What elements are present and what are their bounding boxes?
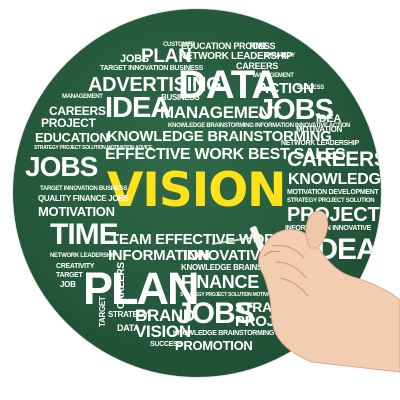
word-management-small: MANAGEMENT: [62, 94, 103, 100]
word-knowledge-right: KNOWLEDGE: [288, 171, 381, 188]
word-information-right: INFORMATION INNOVATIVE: [285, 225, 371, 232]
word-idea-big: IDEA: [105, 92, 171, 124]
word-careers-right: CAREERS: [287, 148, 381, 171]
word-time-big: TIME: [50, 218, 119, 251]
word-jobs-left: JOBS: [25, 151, 98, 182]
word-action: ACTION: [258, 80, 314, 97]
word-success-small: SUCCESS: [150, 341, 182, 348]
word-project-right: PROJECT: [287, 204, 380, 226]
word-jobs-lower: JOBS: [176, 297, 255, 330]
word-careers-left: CAREERS: [49, 104, 106, 118]
word-time-top: TIME: [248, 41, 269, 51]
word-innovative: INNOVATIVE: [183, 247, 270, 264]
word-advertising: ADVERTISING: [88, 74, 222, 96]
word-strategy-right: STRATEGY PROJECT SOLUTION: [287, 198, 375, 204]
word-project-left: PROJECT: [41, 116, 96, 130]
word-customer: CUSTOMER: [163, 42, 195, 48]
word-knowledge-brainst: KNOWLEDGE BRAINST: [181, 263, 267, 272]
word-jobs-big: JOBS: [258, 94, 334, 126]
word-idea-lower: IDEA: [309, 233, 378, 266]
word-knowledge-line: KNOWLEDGE BRAINSTORMING INFORMATION INNO…: [168, 123, 351, 129]
word-success-tag: SUCCESS: [297, 85, 324, 91]
word-data-small: DATA: [117, 323, 140, 333]
word-business: BUSINESS: [161, 93, 200, 102]
word-careers-top: CAREERS: [236, 61, 278, 71]
word-knowledge-brainstorming: KNOWLEDGE BRAINSTORMING: [107, 128, 332, 145]
word-finance: FINANCE: [181, 272, 259, 292]
word-quality-finance: QUALITY FINANCE JOBS: [38, 194, 129, 203]
green-circle-board: CUSTOMER EDUCATION PROCESS TIME JOBS PLA…: [13, 9, 381, 377]
word-network-leadership-top: NETWORK LEADERSHIP: [179, 51, 293, 62]
word-jobs-small: JOBS: [120, 53, 149, 65]
word-data: DATA: [178, 63, 280, 107]
word-team-line: TEAM EFFECTIVE WORK: [110, 231, 286, 248]
word-target-small: TARGET: [56, 272, 83, 279]
word-management-tag: MANAGEMENT: [253, 73, 294, 79]
word-network-leadership-left: NETWORK LEADERSHIP: [50, 253, 116, 259]
word-education: EDUCATION: [35, 130, 109, 145]
word-creativity: CREATIVITY: [56, 263, 95, 270]
word-proj: PROJ: [235, 313, 275, 330]
word-motivation-right: MOTIVATION: [296, 125, 343, 134]
word-careers-vertical: CAREERS: [116, 262, 127, 309]
word-vision: VISION: [107, 163, 286, 218]
word-network-leadership-right: NETWORK LEADERSHIP: [281, 140, 359, 147]
word-target-innovation-business: TARGET INNOVATION BUSINESS: [100, 65, 204, 72]
word-motivation-left: MOTIVATION: [38, 204, 115, 219]
word-target-left: TARGET INNOVATION BUSINESS: [40, 186, 128, 192]
word-plan-big: PLAN: [83, 263, 199, 314]
word-strategy-small: STRATEGY: [265, 53, 295, 59]
word-knowledge-lower: KNOWLEDGE BRAINSTORMING INFORMATION: [173, 330, 322, 337]
word-strategy-project-low: STRATEGY PROJECT SOLUTION MOTIVATION ADV…: [180, 292, 299, 298]
word-strategy-lower: STRATEGY: [108, 310, 149, 319]
word-strategy-project-line: STRATEGY PROJECT SOLUTION MOTIVATION ADV…: [34, 145, 153, 151]
word-stra: STRA: [235, 299, 272, 315]
word-target-vertical: TARGET: [98, 296, 107, 328]
word-effective-line: EFFECTIVE WORK BEST SALES: [105, 146, 346, 163]
word-management-mid: MANAGEMENT: [160, 103, 281, 122]
word-promotion: PROMOTION: [175, 338, 253, 353]
word-information-mid: INFORMATION: [108, 247, 210, 264]
word-brand: BRAND: [135, 306, 195, 325]
word-motivation-development: MOTIVATION DEVELOPMENT: [287, 189, 379, 196]
word-education-process: EDUCATION PROCESS: [181, 41, 276, 51]
word-vision-small: VISION: [135, 322, 191, 341]
word-job: JOB: [60, 280, 76, 289]
word-idea-right: IDEA: [316, 113, 342, 125]
word-plan-top: PLAN: [141, 46, 192, 67]
